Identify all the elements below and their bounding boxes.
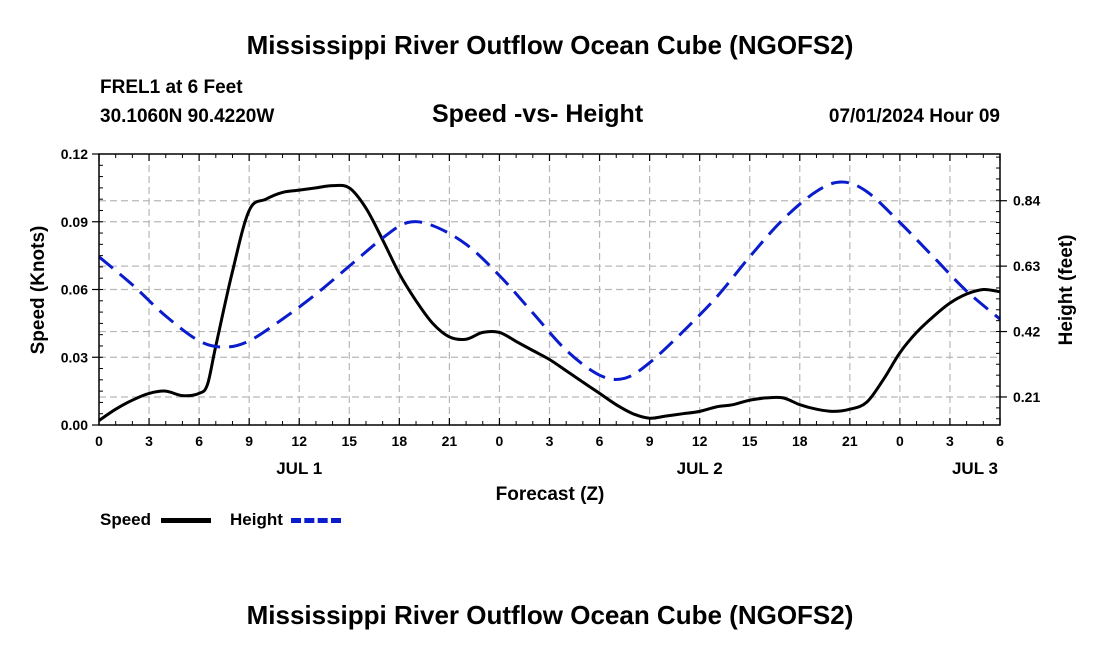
x-tick-label: 9 <box>646 433 654 449</box>
axis-labels: Forecast (Z) Speed (Knots) Height (feet)… <box>28 146 1077 505</box>
x-tick-label: 15 <box>341 433 357 449</box>
footer-title: Mississippi River Outflow Ocean Cube (NG… <box>246 600 854 630</box>
x-axis-title: Forecast (Z) <box>496 484 605 505</box>
plot-frame <box>98 153 1001 426</box>
x-tick-label: 12 <box>291 433 307 449</box>
x-tick-label: 18 <box>392 433 408 449</box>
grid-lines <box>99 154 1000 425</box>
x-tick-label: 3 <box>546 433 554 449</box>
day-label: JUL 2 <box>677 459 723 478</box>
y-axis-title: Speed (Knots) <box>28 226 49 355</box>
x-tick-label: 9 <box>245 433 253 449</box>
x-tick-label: 6 <box>195 433 203 449</box>
station-name: FREL1 at 6 Feet <box>100 77 243 98</box>
x-tick-label: 0 <box>496 433 504 449</box>
x-tick-label: 21 <box>842 433 858 449</box>
height-series-line <box>98 180 1001 381</box>
x-tick-label: 3 <box>946 433 954 449</box>
y2-tick-label: 0.42 <box>1013 324 1040 340</box>
legend-height-swatch <box>291 518 341 523</box>
y2-tick-label: 0.21 <box>1013 389 1040 405</box>
x-tick-label: 0 <box>896 433 904 449</box>
x-tick-label: 21 <box>442 433 458 449</box>
y-tick-label: 0.09 <box>61 214 88 230</box>
x-tick-label: 6 <box>996 433 1004 449</box>
x-tick-label: 6 <box>596 433 604 449</box>
chart-subtitle: Speed -vs- Height <box>432 100 644 128</box>
x-tick-label: 0 <box>95 433 103 449</box>
legend-height-label: Height <box>230 510 283 529</box>
chart-title: Mississippi River Outflow Ocean Cube (NG… <box>246 30 854 60</box>
legend-speed-swatch <box>161 518 211 523</box>
forecast-datetime: 07/01/2024 Hour 09 <box>828 106 1000 127</box>
series-lines <box>98 180 1001 422</box>
y-tick-label: 0.12 <box>61 146 88 162</box>
y-tick-label: 0.03 <box>61 349 88 365</box>
speed-height-chart: Forecast (Z) Speed (Knots) Height (feet)… <box>28 146 1077 505</box>
speed-series-line <box>98 183 1001 422</box>
x-tick-label: 12 <box>692 433 708 449</box>
y-tick-label: 0.00 <box>61 417 88 433</box>
x-tick-label: 18 <box>792 433 808 449</box>
legend-speed-label: Speed <box>100 510 152 529</box>
x-tick-label: 3 <box>145 433 153 449</box>
y2-tick-label: 0.63 <box>1013 258 1040 274</box>
y2-tick-label: 0.84 <box>1013 193 1040 209</box>
y2-axis-title: Height (feet) <box>1056 235 1077 346</box>
station-coordinates: 30.1060N 90.4220W <box>100 106 275 127</box>
x-tick-label: 15 <box>742 433 758 449</box>
day-label: JUL 1 <box>276 459 322 478</box>
day-label: JUL 3 <box>952 459 998 478</box>
y-tick-label: 0.06 <box>61 282 88 298</box>
